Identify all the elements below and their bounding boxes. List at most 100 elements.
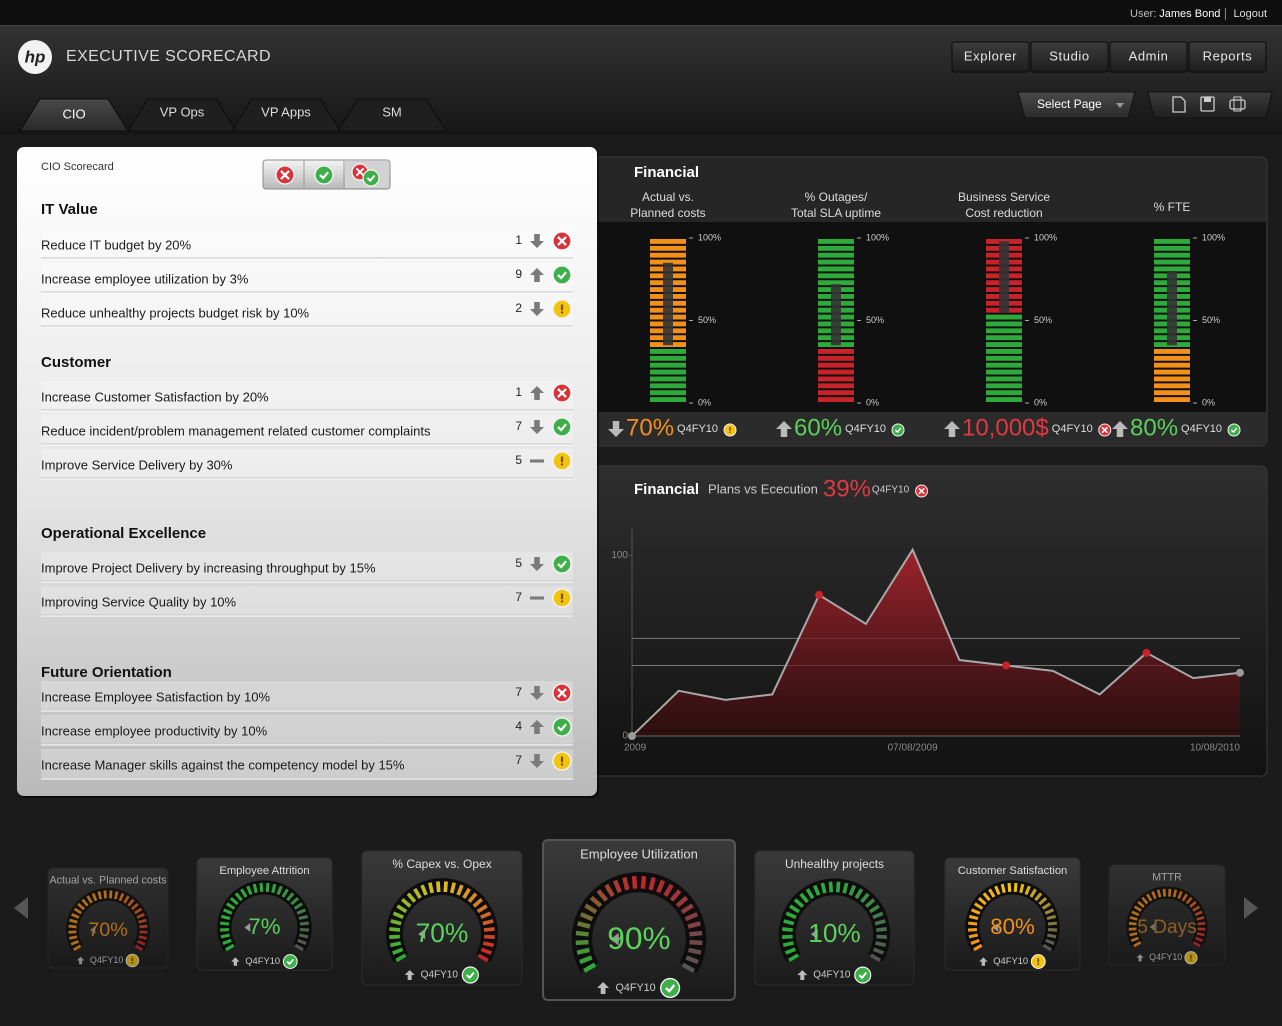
gauge-tick [219, 927, 230, 932]
status-glyph [1101, 426, 1108, 434]
objective-label: Increase Customer Satisfaction by 20% [41, 389, 269, 404]
status-badge [552, 717, 572, 737]
gauge-tick [842, 882, 849, 894]
gauge-value: 5 Days [1137, 917, 1197, 938]
gauge-tick [234, 892, 243, 902]
gauge-tick [1038, 896, 1048, 906]
status-good [552, 265, 572, 285]
period: Q4FY10 [993, 956, 1028, 966]
gauge-tick [299, 921, 309, 926]
gauge-tick [443, 881, 448, 893]
section-title: Future Orientation [41, 664, 172, 681]
gauge-tick [596, 889, 609, 902]
user-label: User: [1130, 8, 1156, 20]
tab[interactable] [231, 98, 341, 132]
nav-button[interactable] [1109, 41, 1188, 73]
tab-label[interactable]: VP Apps [261, 104, 311, 119]
period: Q4FY10 [90, 955, 124, 965]
gauge-footer: Q4FY10 [231, 954, 298, 969]
meter-segment [650, 239, 686, 244]
meter-value: 60% [794, 414, 842, 441]
trend-up [530, 720, 544, 734]
gauge-tick [805, 888, 815, 900]
meter-segment [818, 349, 854, 354]
gauge-tick [782, 941, 794, 947]
meter-segment [986, 321, 1022, 327]
gauge-tick [229, 896, 239, 906]
gauge-tick [575, 939, 589, 946]
tab-active[interactable] [19, 98, 129, 132]
gauge-tick [622, 877, 630, 891]
tab-label[interactable]: SM [382, 104, 402, 119]
nav-label[interactable]: Explorer [964, 48, 1017, 63]
gauge-tick [872, 947, 885, 955]
meter-segment [818, 252, 854, 258]
tab[interactable] [127, 98, 237, 132]
status-good [1227, 423, 1241, 437]
gauge-tick [482, 919, 494, 926]
select-page[interactable] [1017, 91, 1136, 119]
gauge-title: Actual vs. Planned costs [49, 875, 166, 887]
gauge-tick [1045, 938, 1055, 945]
nav-button[interactable] [1030, 41, 1109, 73]
gauge-tick [575, 930, 589, 937]
gauge-tick [298, 914, 309, 921]
gauge: Actual vs. Planned costs 70% Q4FY10 [47, 867, 169, 969]
dropdown-caret [1116, 103, 1124, 108]
gauge-tick [1130, 936, 1139, 943]
tab-label[interactable]: VP Ops [160, 104, 205, 119]
meter-segment [1154, 362, 1190, 368]
gauge-tick [71, 913, 80, 919]
nav-button[interactable] [951, 41, 1030, 73]
gauge-tick [576, 947, 590, 955]
gauge-value: 7% [248, 914, 280, 939]
gauge-tick [392, 911, 404, 920]
gauge-tick [138, 918, 147, 924]
meter-segment [650, 362, 686, 368]
gauge-tick [1029, 888, 1037, 898]
value-row [598, 412, 1266, 445]
logo: hp [25, 47, 46, 66]
meter-segment [1154, 397, 1190, 402]
tab-label[interactable]: CIO [62, 106, 85, 121]
gauge-pointer [1149, 923, 1155, 931]
row-highlight [41, 681, 573, 710]
icon-document[interactable] [1172, 96, 1186, 113]
gauge-tick [968, 914, 979, 921]
logout-link[interactable]: Logout [1233, 8, 1267, 20]
nav-label[interactable]: Admin [1129, 48, 1169, 63]
gauge-tick [436, 881, 441, 893]
gauge-tick [663, 883, 674, 897]
meter-segment [650, 245, 686, 251]
status-glyph [1190, 959, 1192, 961]
user-info: User: James Bond Logout [1130, 8, 1267, 20]
icon-print[interactable] [1229, 99, 1246, 110]
period: Q4FY10 [1149, 952, 1182, 962]
scroll-right[interactable] [1244, 897, 1258, 919]
gauge-tick [1133, 941, 1142, 948]
scorecard-panel: CIO Scorecard IT Value Reduce IT budget by… [17, 147, 599, 798]
meter-label: % FTE [1154, 200, 1191, 214]
nav-label[interactable]: Studio [1049, 48, 1089, 63]
status-badge [314, 165, 334, 185]
status-glyph [366, 174, 376, 183]
meter-segment [650, 349, 686, 354]
gauge-tick [1196, 932, 1205, 937]
status-glyph [560, 311, 564, 314]
nav-button[interactable] [1188, 41, 1267, 73]
row-highlight [41, 415, 573, 444]
select-page-label[interactable]: Select Page [1037, 97, 1102, 111]
gauge-tick [869, 953, 881, 962]
nav-label[interactable]: Reports [1203, 48, 1253, 63]
meter-segment [818, 259, 854, 265]
scroll-left[interactable] [14, 897, 28, 919]
status-good [660, 977, 681, 999]
gauge-tick [103, 890, 107, 899]
y-tick-label: 100 [611, 550, 628, 561]
status-glyph [557, 236, 567, 246]
gauge-tick [294, 943, 304, 952]
status-glyph [557, 271, 567, 280]
gauge-tick [1141, 896, 1149, 905]
tab[interactable] [337, 98, 447, 132]
